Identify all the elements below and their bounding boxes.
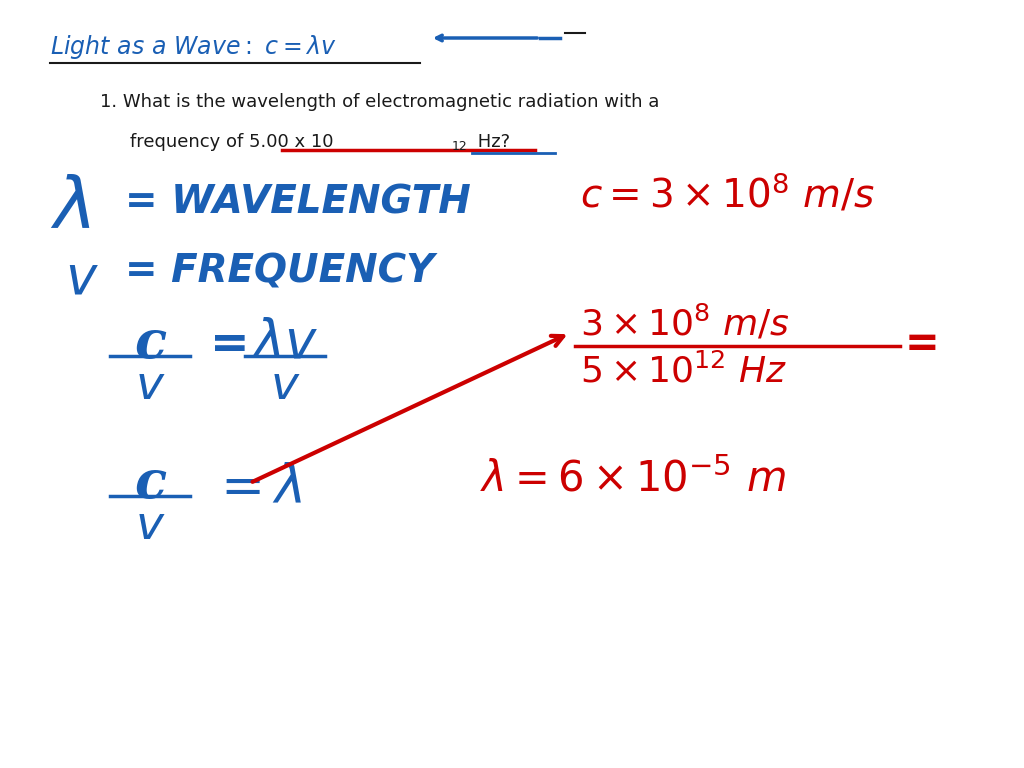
Text: = FREQUENCY: = FREQUENCY: [125, 253, 434, 291]
Text: $= \lambda$: $= \lambda$: [210, 463, 302, 514]
Text: =: =: [905, 323, 940, 365]
Text: Hz?: Hz?: [472, 133, 510, 151]
Text: $c = 3 \times 10^8\ m/s$: $c = 3 \times 10^8\ m/s$: [580, 173, 874, 216]
Text: $v$: $v$: [65, 253, 99, 304]
Text: =: =: [210, 323, 250, 368]
Text: c: c: [134, 458, 166, 509]
Text: 1. What is the wavelength of electromagnetic radiation with a: 1. What is the wavelength of electromagn…: [100, 93, 659, 111]
Text: $5 \times 10^{12}\ Hz$: $5 \times 10^{12}\ Hz$: [580, 353, 787, 389]
Text: $\lambda v$: $\lambda v$: [251, 318, 318, 369]
Text: $v$: $v$: [269, 363, 300, 409]
Text: frequency of 5.00 x 10: frequency of 5.00 x 10: [130, 133, 334, 151]
Text: $\lambda$: $\lambda$: [50, 173, 90, 243]
Text: $\mathit{Light\ as\ a\ Wave:\ c = \lambda v}$: $\mathit{Light\ as\ a\ Wave:\ c = \lambd…: [50, 33, 337, 61]
Text: c: c: [134, 318, 166, 369]
Text: $\lambda = 6 \times 10^{-5}\ m$: $\lambda = 6 \times 10^{-5}\ m$: [480, 458, 785, 500]
Text: $v$: $v$: [135, 363, 165, 409]
Text: = WAVELENGTH: = WAVELENGTH: [125, 183, 471, 221]
Text: $v$: $v$: [135, 503, 165, 549]
Text: 12: 12: [452, 140, 468, 153]
Text: $3 \times 10^8\ m/s$: $3 \times 10^8\ m/s$: [580, 303, 790, 343]
